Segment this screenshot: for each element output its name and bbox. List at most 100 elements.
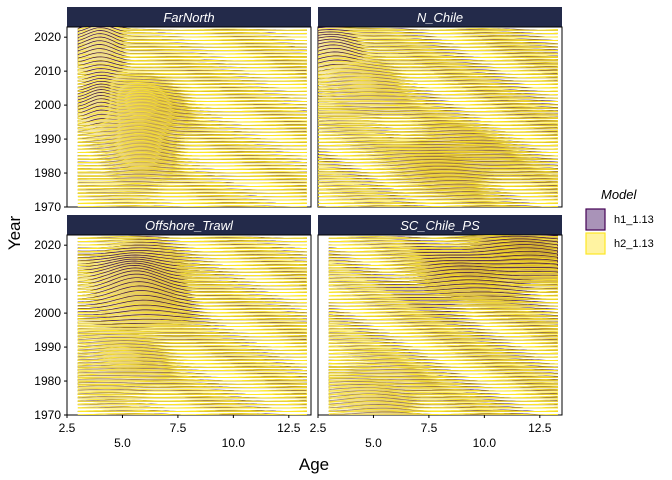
- ridge-h2-2013: [318, 54, 558, 62]
- ridge-h2-2004: [328, 296, 558, 300]
- ridge-h2-1972: [77, 405, 307, 409]
- ridge-h2-1989: [318, 137, 558, 143]
- ridge-h2-1995: [318, 119, 558, 123]
- ridge-h2-1996: [77, 323, 307, 328]
- ridge-h2-2007: [328, 285, 558, 290]
- ridge-h2-1987: [318, 144, 558, 150]
- ridge-h2-1999: [328, 314, 558, 317]
- ridge-h2-1998: [318, 108, 558, 113]
- ridge-h2-2005: [328, 292, 558, 297]
- x-tick-label: 7.5: [421, 421, 438, 435]
- y-tick-label: 2010: [34, 64, 61, 78]
- facet-strip-label: FarNorth: [163, 10, 214, 25]
- y-tick-label: 2020: [34, 238, 61, 252]
- ridge-h2-1982: [328, 370, 558, 375]
- facet-strip: [318, 7, 562, 27]
- ridge-h2-1997: [318, 112, 558, 116]
- ridge-h2-1971: [318, 200, 558, 204]
- legend-key-h1: [585, 208, 606, 231]
- x-tick-label: 12.5: [528, 421, 552, 435]
- ridge-h2-2010: [77, 67, 307, 72]
- x-tick-label: 12.5: [277, 421, 301, 435]
- ridge-h2-1976: [318, 182, 558, 187]
- ridge-h2-1999: [318, 104, 558, 109]
- y-tick-label: 1990: [34, 340, 61, 354]
- x-tick-label: 5.0: [114, 436, 131, 450]
- ridge-h2-1970: [318, 204, 558, 207]
- ridge-h2-1982: [318, 160, 558, 167]
- ridge-h2-2016: [77, 45, 307, 52]
- y-tick-label: 1970: [34, 200, 61, 214]
- ridge-h2-1993: [328, 334, 558, 338]
- y-tick-label: 2000: [34, 98, 61, 112]
- ridge-h2-1971: [77, 201, 307, 204]
- ridge-h2-2008: [77, 73, 307, 79]
- legend-label-h2: h2_1.13: [614, 238, 654, 250]
- ridge-h2-2003: [328, 299, 558, 304]
- facet-strip-label: SC_Chile_PS: [400, 218, 480, 233]
- ridge-h2-2010: [318, 64, 558, 72]
- ridge-h2-1993: [77, 333, 307, 338]
- ridge-h2-1980: [318, 167, 558, 174]
- ridge-h2-1997: [77, 319, 307, 324]
- ridge-h2-2015: [318, 48, 558, 55]
- y-tick-label: 2020: [34, 30, 61, 44]
- ridge-h2-2012: [318, 57, 558, 65]
- ridge-h2-1974: [318, 189, 558, 194]
- ridge-h2-1979: [318, 170, 558, 177]
- ridge-h2-1992: [328, 337, 558, 341]
- ridge-h2-1970: [77, 205, 307, 207]
- legend-title: Model: [601, 187, 638, 202]
- ridge-h2-1981: [318, 163, 558, 170]
- x-tick-label: 5.0: [365, 436, 382, 450]
- facet-strip-label: N_Chile: [417, 10, 463, 25]
- ridge-h2-1994: [318, 122, 558, 126]
- ridge-h2-2020: [77, 31, 307, 38]
- ridge-h2-2001: [328, 307, 558, 311]
- y-tick-label: 1980: [34, 374, 61, 388]
- ridge-h2-1992: [318, 128, 558, 133]
- x-tick-label: 10.0: [222, 436, 246, 450]
- ridge-h2-1996: [318, 115, 558, 120]
- ridge-h2-1997: [328, 320, 558, 324]
- ridge-h2-1972: [318, 197, 558, 201]
- ridge-h2-1978: [318, 174, 558, 181]
- ridge-h2-1990: [318, 134, 558, 140]
- ridge-h2-2014: [318, 51, 558, 58]
- ridges: [77, 235, 307, 415]
- ridge-h2-1993: [318, 125, 558, 130]
- ridge-h2-2000: [318, 100, 558, 106]
- x-axis-title: Age: [299, 455, 329, 474]
- ridge-h2-2022: [77, 236, 307, 239]
- ridge-h2-1983: [328, 367, 558, 372]
- facet-strip-label: Offshore_Trawl: [145, 218, 234, 233]
- ridge-h2-1971: [77, 409, 307, 412]
- ridge-h2-2011: [318, 61, 558, 69]
- ridge-h2-2018: [77, 38, 307, 45]
- ridge-h2-2022: [318, 27, 558, 31]
- y-tick-label: 2000: [34, 306, 61, 320]
- ridge-h2-2020: [77, 242, 307, 246]
- ridge-h2-1970: [328, 408, 558, 415]
- ridge-h2-1976: [77, 183, 307, 187]
- ridge-h2-1981: [77, 372, 307, 378]
- ridge-h2-2018: [318, 40, 558, 45]
- y-tick-label: 1980: [34, 166, 61, 180]
- ridge-h2-1978: [77, 384, 307, 389]
- ridge-h2-1998: [328, 317, 558, 321]
- ridges: [318, 27, 558, 207]
- ridge-h2-1973: [77, 402, 307, 406]
- ridge-h2-2001: [318, 96, 558, 103]
- ridge-h2-1994: [328, 331, 558, 334]
- ridge-h2-1992: [77, 336, 307, 341]
- ridge-h2-1995: [77, 327, 307, 331]
- ridge-h2-1985: [328, 360, 558, 365]
- ridge-h2-2020: [318, 34, 558, 38]
- ridge-h2-2017: [77, 42, 307, 48]
- ridge-h2-1996: [328, 324, 558, 328]
- ridge-h2-1974: [77, 398, 307, 402]
- legend-label-h1: h1_1.13: [614, 214, 654, 226]
- ridge-h2-2019: [318, 37, 558, 41]
- y-tick-label: 1990: [34, 132, 61, 146]
- x-tick-label: 10.0: [473, 436, 497, 450]
